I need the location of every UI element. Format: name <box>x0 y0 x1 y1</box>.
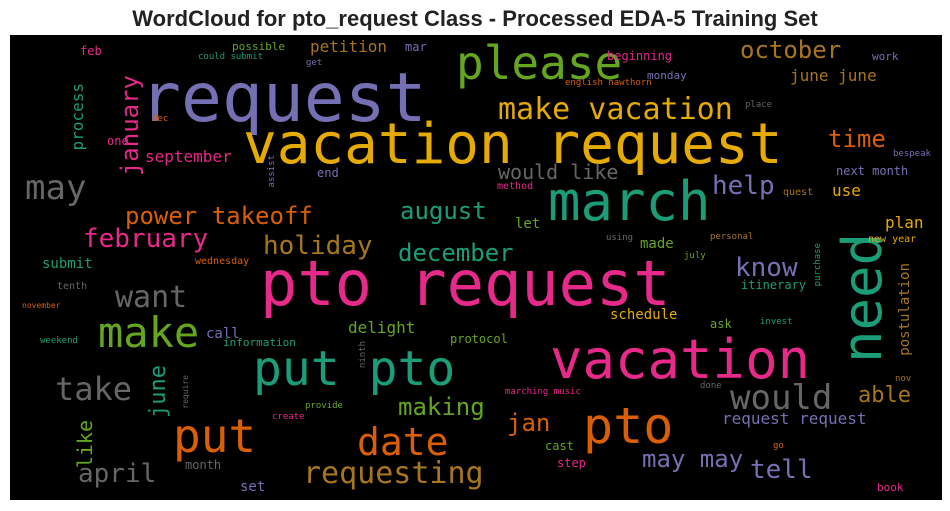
word-personal: personal <box>710 232 754 242</box>
word-place: place <box>745 100 773 110</box>
word-october: october <box>740 36 842 64</box>
word-get: get <box>306 58 323 68</box>
word-use: use <box>832 181 861 200</box>
word-vacation: vacation <box>550 328 811 391</box>
word-one: one <box>107 134 129 148</box>
word-make-vacation: make vacation <box>498 92 733 127</box>
word-using: using <box>606 233 634 243</box>
word-make: make <box>98 308 200 357</box>
word-put-pto: put pto <box>253 341 456 397</box>
word-may-may: may may <box>642 445 744 473</box>
word-bespeak: bespeak <box>893 149 931 159</box>
word-september: september <box>145 147 232 166</box>
word-request: request <box>140 59 427 138</box>
word-pto: pto <box>583 397 674 455</box>
word-process: process <box>68 83 87 151</box>
word-ask: ask <box>710 317 732 331</box>
word-made: made <box>640 236 674 252</box>
word-making: making <box>398 393 485 421</box>
word-march: march <box>548 170 711 233</box>
word-august: august <box>400 197 487 225</box>
word-work: work <box>872 50 899 63</box>
word-information: information <box>223 336 296 349</box>
word-help: help <box>712 171 775 201</box>
word-beginning: beginning <box>607 49 673 63</box>
word-november: november <box>22 301 61 310</box>
word-put: put <box>173 409 257 463</box>
word-july: july <box>684 251 706 261</box>
word-book: book <box>877 481 904 494</box>
word-petition: petition <box>310 37 388 56</box>
word-delight: delight <box>348 318 416 337</box>
word-require: require <box>181 375 190 409</box>
word-would: would <box>730 378 833 418</box>
word-december: december <box>398 239 514 267</box>
word-may: may <box>25 168 87 208</box>
word-january: january <box>116 75 144 177</box>
word-month: month <box>185 458 222 472</box>
word-would-like: would like <box>498 160 619 184</box>
word-want: want <box>115 280 188 315</box>
word-holiday: holiday <box>263 231 373 261</box>
word-cloud-canvas: request vacation request pto request march p… <box>10 35 942 500</box>
word-invest: invest <box>760 317 793 327</box>
word-marching-music: marching music <box>505 387 581 397</box>
word-time: time <box>828 125 886 153</box>
word-know: know <box>735 253 798 283</box>
word-wednesday: wednesday <box>195 256 250 267</box>
word-quest: quest <box>783 187 814 198</box>
word-requesting: requesting <box>303 456 484 491</box>
word-let: let <box>515 216 541 232</box>
word-set: set <box>240 479 266 495</box>
word-method: method <box>497 181 534 192</box>
word-possible: possible <box>232 40 285 53</box>
word-schedule: schedule <box>610 307 678 323</box>
word-able: able <box>858 383 911 408</box>
word-submit: submit <box>42 256 93 272</box>
word-jan: jan <box>507 409 551 437</box>
word-request-request: request request <box>722 409 867 428</box>
word-tenth: tenth <box>57 281 88 292</box>
word-take: take <box>55 370 133 408</box>
word-english-hawthorn: english hawthorn <box>565 78 652 88</box>
word-vacation-request: vacation request <box>243 112 783 177</box>
word-mar: mar <box>405 40 427 54</box>
word-provide: provide <box>305 401 343 411</box>
word-itinerary: itinerary <box>741 278 807 292</box>
word-could-submit: could submit <box>198 52 264 62</box>
word-postulation: postulation <box>897 263 913 356</box>
word-plan: plan <box>885 213 924 232</box>
word-february: february <box>83 224 209 254</box>
word-feb: feb <box>80 44 102 58</box>
word-dec: dec <box>152 114 169 124</box>
word-ninth: ninth <box>358 341 368 369</box>
word-pto-request: pto request <box>260 247 671 320</box>
word-cast: cast <box>545 439 574 453</box>
word-like: like <box>73 420 97 469</box>
word-create: create <box>272 412 305 422</box>
word-end: end <box>317 166 339 180</box>
word-april: april <box>78 459 157 489</box>
word-power-takeoff: power takeoff <box>125 202 313 230</box>
word-date: date <box>357 420 449 464</box>
word-purchase: purchase <box>813 243 823 287</box>
word-need: need <box>831 233 894 364</box>
word-new-year: new year <box>868 234 917 245</box>
word-next-month: next month <box>836 164 909 178</box>
word-june-june: june june <box>790 66 877 85</box>
word-step: step <box>557 456 586 470</box>
word-go: go <box>773 441 784 451</box>
word-tell: tell <box>750 455 813 485</box>
word-done: done <box>700 381 722 391</box>
word-nov: nov <box>895 374 912 384</box>
word-call: call <box>206 326 240 342</box>
chart-title: WordCloud for pto_request Class - Proces… <box>132 6 818 31</box>
word-june: june <box>146 365 171 418</box>
word-weekend: weekend <box>40 336 78 346</box>
word-assist: assist <box>267 155 277 188</box>
word-please: please <box>456 36 623 90</box>
word-monday: monday <box>647 69 687 82</box>
word-protocol: protocol <box>450 332 508 346</box>
